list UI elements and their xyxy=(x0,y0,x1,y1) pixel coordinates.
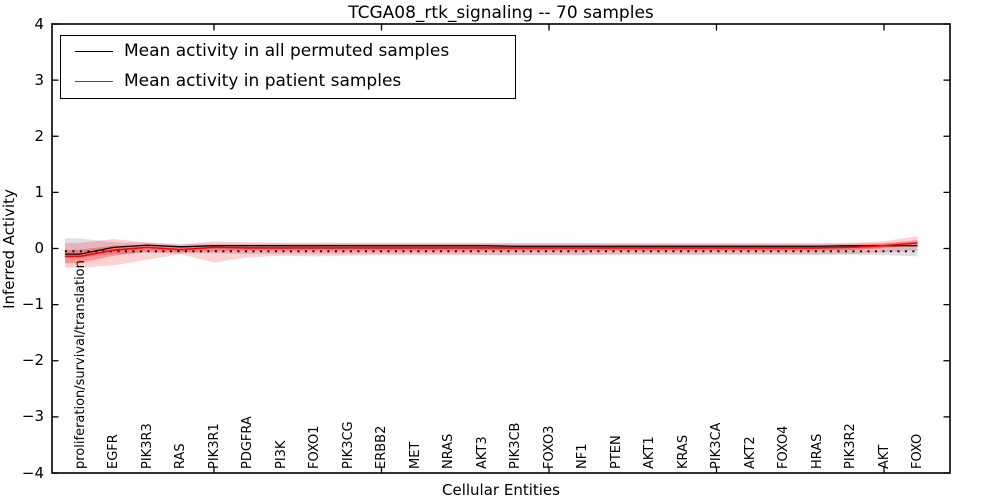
x-category-label: HRAS xyxy=(809,433,825,469)
permuted-mean-line xyxy=(64,244,918,255)
x-category-label: AKT1 xyxy=(642,436,657,469)
y-tick-label: 0 xyxy=(34,239,44,257)
x-category-label: KRAS xyxy=(675,434,691,469)
x-category-label: FOXO3 xyxy=(541,425,557,469)
x-category-label: PIK3CB xyxy=(508,422,523,469)
patient-line-swatch xyxy=(75,80,113,82)
x-category-label: AKT2 xyxy=(742,436,758,469)
permuted-line-swatch xyxy=(75,50,113,52)
x-category-label: ERBB2 xyxy=(374,425,389,469)
x-category-label: FOXO4 xyxy=(776,425,791,469)
x-category-label: FOXO xyxy=(910,433,925,469)
x-category-label: PIK3R3 xyxy=(139,423,155,469)
x-category-label: NF1 xyxy=(575,443,590,469)
patient-mean-line xyxy=(64,242,918,258)
y-tick-label: 1 xyxy=(34,182,44,201)
x-category-label: proliferation/survival/translation xyxy=(72,260,88,469)
y-tick-label: −2 xyxy=(21,351,44,370)
y-tick-label: −4 xyxy=(21,463,44,482)
x-category-label: PI3K xyxy=(273,440,289,469)
y-tick-label: 3 xyxy=(34,70,44,89)
y-tick-label: −3 xyxy=(21,407,44,426)
y-tick-label: 4 xyxy=(34,14,44,33)
y-tick-label: −1 xyxy=(21,295,44,314)
x-category-label: PDGFRA xyxy=(240,416,255,469)
legend: Mean activity in all permuted samples Me… xyxy=(60,35,516,99)
x-category-label: EGFR xyxy=(106,434,121,469)
x-category-label: AKT3 xyxy=(474,436,490,469)
x-category-label: RAS xyxy=(173,443,188,469)
x-category-label: FOXO1 xyxy=(307,425,322,469)
x-category-label: PIK3R1 xyxy=(206,423,222,469)
patient-spread-outer-band xyxy=(64,236,918,268)
x-category-label: PIK3CA xyxy=(709,422,724,469)
x-category-label: AKT xyxy=(876,444,892,469)
legend-entry-patient: Mean activity in patient samples xyxy=(61,66,515,96)
x-category-label: NRAS xyxy=(441,433,456,469)
legend-entry-permuted: Mean activity in all permuted samples xyxy=(61,36,515,66)
chart-title: TCGA08_rtk_signaling -- 70 samples xyxy=(348,3,654,23)
x-category-label: MET xyxy=(407,441,423,469)
x-axis-label: Cellular Entities xyxy=(442,481,560,499)
legend-label-patient: Mean activity in patient samples xyxy=(124,71,402,91)
legend-label-permuted: Mean activity in all permuted samples xyxy=(124,41,450,61)
x-category-label: PIK3CG xyxy=(340,421,356,469)
y-tick-label: 2 xyxy=(34,126,44,145)
x-category-label: PIK3R2 xyxy=(843,423,858,469)
x-category-label: PTEN xyxy=(608,435,624,469)
